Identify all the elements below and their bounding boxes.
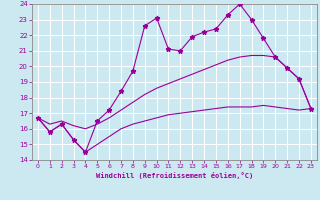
X-axis label: Windchill (Refroidissement éolien,°C): Windchill (Refroidissement éolien,°C) (96, 172, 253, 179)
